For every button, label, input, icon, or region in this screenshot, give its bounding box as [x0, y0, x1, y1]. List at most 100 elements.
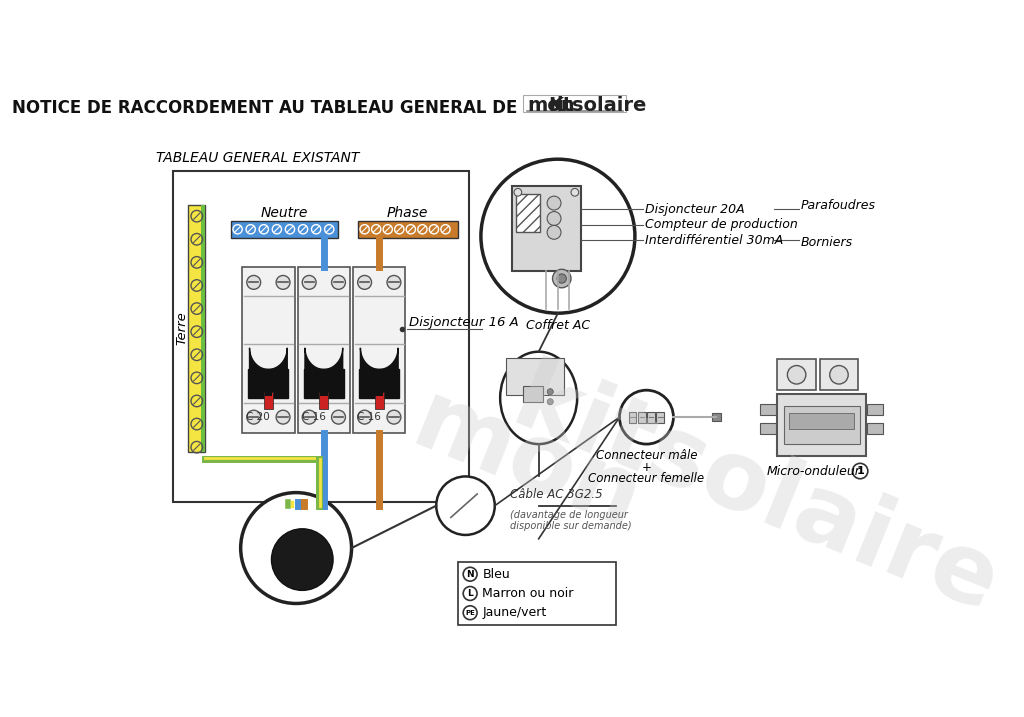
Bar	[375, 392, 384, 409]
Circle shape	[547, 225, 561, 239]
Text: itsolaire: itsolaire	[556, 96, 647, 115]
Circle shape	[332, 275, 345, 290]
Bar	[357, 221, 458, 238]
Polygon shape	[359, 369, 399, 398]
Text: mon: mon	[527, 96, 574, 115]
Circle shape	[302, 410, 316, 424]
Text: C 20: C 20	[246, 412, 269, 422]
Bar	[201, 205, 205, 452]
Text: Micro-onduleur: Micro-onduleur	[767, 465, 861, 478]
Bar	[264, 385, 272, 396]
Circle shape	[547, 399, 553, 405]
Bar	[188, 205, 205, 452]
Bar	[353, 267, 406, 432]
Text: Bleu: Bleu	[482, 568, 510, 581]
Text: mon: mon	[400, 376, 655, 551]
Circle shape	[571, 189, 579, 196]
Text: Parafoudres: Parafoudres	[801, 199, 876, 212]
Bar	[761, 404, 776, 415]
Bar	[788, 413, 854, 429]
Text: Borniers: Borniers	[801, 236, 853, 249]
Circle shape	[463, 606, 477, 619]
Bar	[458, 562, 615, 625]
Circle shape	[436, 476, 495, 535]
Bar	[523, 95, 626, 113]
Bar	[783, 406, 860, 444]
Text: (davantage de longueur
disponible sur demande): (davantage de longueur disponible sur de…	[510, 510, 632, 531]
Circle shape	[276, 410, 290, 424]
Bar	[264, 392, 273, 409]
Circle shape	[387, 410, 400, 424]
Bar	[298, 267, 350, 432]
Text: C 16: C 16	[301, 412, 326, 422]
Text: TABLEAU GENERAL EXISTANT: TABLEAU GENERAL EXISTANT	[156, 151, 359, 166]
Text: kitsolaire: kitsolaire	[500, 355, 1013, 634]
Bar	[867, 404, 883, 415]
Text: Jaune/vert: Jaune/vert	[482, 606, 547, 619]
Bar	[243, 267, 295, 432]
Circle shape	[241, 493, 351, 604]
Bar	[647, 412, 655, 422]
Text: Neutre: Neutre	[261, 206, 308, 220]
Circle shape	[247, 410, 261, 424]
Text: Connecteur mâle: Connecteur mâle	[596, 449, 697, 462]
Text: Câble AC 3G2.5: Câble AC 3G2.5	[510, 488, 603, 500]
Bar	[230, 221, 339, 238]
Polygon shape	[249, 369, 289, 398]
Circle shape	[357, 275, 372, 290]
Polygon shape	[360, 348, 398, 386]
Circle shape	[514, 189, 521, 196]
Text: N: N	[466, 570, 474, 579]
Circle shape	[247, 275, 261, 290]
Circle shape	[387, 275, 400, 290]
Bar	[777, 359, 816, 390]
Text: Terre: Terre	[176, 312, 188, 346]
Circle shape	[852, 463, 867, 479]
Text: Marron ou noir: Marron ou noir	[482, 587, 573, 600]
Text: Phase: Phase	[387, 206, 428, 220]
Bar	[319, 392, 329, 409]
Circle shape	[547, 389, 553, 395]
Text: Disjoncteur 20A: Disjoncteur 20A	[645, 203, 744, 216]
Text: PE: PE	[465, 609, 475, 616]
Circle shape	[547, 196, 561, 210]
Circle shape	[481, 159, 635, 313]
Bar	[506, 358, 564, 395]
Circle shape	[547, 212, 561, 225]
Text: +: +	[641, 461, 651, 474]
Circle shape	[463, 587, 477, 600]
Circle shape	[787, 366, 806, 384]
Bar	[515, 194, 541, 232]
Polygon shape	[304, 369, 344, 398]
Text: L: L	[467, 589, 473, 598]
Bar	[656, 412, 665, 422]
Circle shape	[620, 390, 674, 444]
Bar	[376, 385, 383, 396]
Circle shape	[271, 529, 333, 590]
Text: K: K	[549, 96, 563, 115]
Circle shape	[276, 275, 290, 290]
Bar	[819, 359, 858, 390]
Polygon shape	[305, 348, 343, 386]
Text: NOTICE DE RACCORDEMENT AU TABLEAU GENERAL DE: NOTICE DE RACCORDEMENT AU TABLEAU GENERA…	[12, 99, 523, 117]
Bar	[319, 385, 328, 396]
Text: Interdifférentiel 30mA: Interdifférentiel 30mA	[645, 234, 783, 247]
Text: Compteur de production: Compteur de production	[645, 218, 798, 231]
Circle shape	[553, 270, 571, 288]
Bar	[867, 423, 883, 434]
Bar	[173, 171, 469, 502]
Bar	[638, 412, 646, 422]
Circle shape	[332, 410, 345, 424]
Text: Connecteur femelle: Connecteur femelle	[589, 473, 705, 485]
Text: C 16: C 16	[357, 412, 381, 422]
Text: Coffret AC: Coffret AC	[526, 319, 590, 332]
Text: 1: 1	[856, 466, 864, 476]
Polygon shape	[250, 348, 288, 386]
Ellipse shape	[500, 352, 578, 444]
Bar	[712, 413, 721, 421]
Text: Disjoncteur 16 A: Disjoncteur 16 A	[410, 316, 519, 329]
Circle shape	[829, 366, 848, 384]
Bar	[761, 423, 776, 434]
Circle shape	[557, 274, 566, 283]
Bar	[512, 186, 581, 271]
